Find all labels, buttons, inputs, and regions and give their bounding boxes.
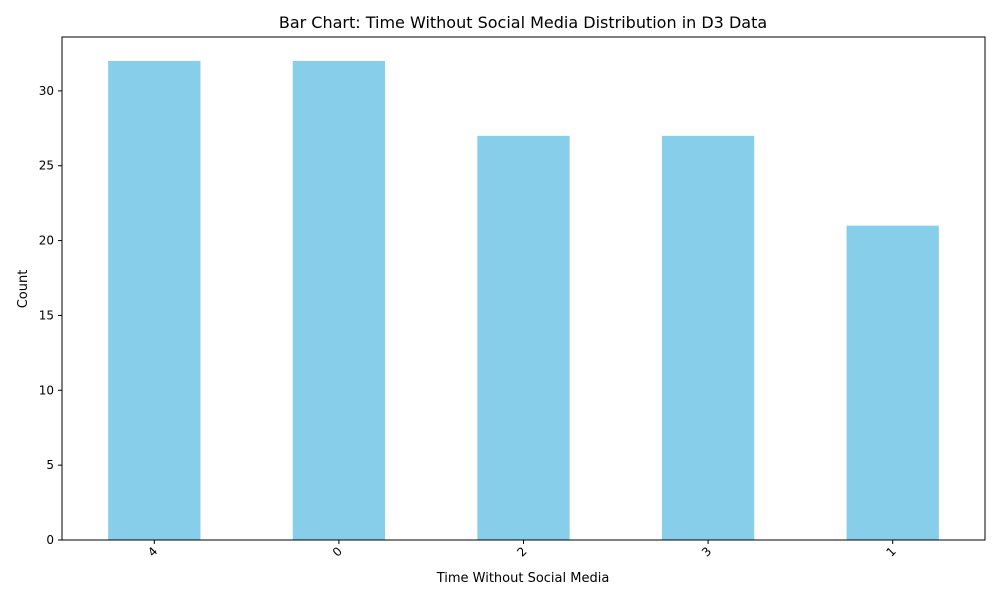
x-tick-label: 0 [330, 544, 345, 559]
x-tick-label: 3 [699, 544, 714, 559]
y-axis-label: Count [16, 270, 31, 309]
plot-frame [61, 36, 986, 541]
y-tick-label: 15 [39, 308, 54, 322]
x-tick-label: 4 [145, 544, 160, 559]
bar-0 [292, 60, 386, 540]
bar-2 [477, 135, 570, 540]
x-axis-label: Time Without Social Media [436, 571, 610, 586]
y-tick-label: 0 [46, 533, 54, 547]
bar-3 [661, 135, 755, 540]
y-tick-label: 10 [39, 383, 54, 397]
bars-group [108, 60, 939, 540]
bar-4 [108, 60, 201, 540]
bar-1 [846, 225, 939, 540]
x-tick-label: 2 [514, 544, 529, 559]
y-tick-label: 30 [39, 84, 54, 98]
chart-title: Bar Chart: Time Without Social Media Dis… [279, 13, 767, 32]
x-tick-label: 1 [884, 544, 899, 559]
y-tick-label: 20 [39, 234, 54, 248]
y-tick-label: 25 [39, 159, 54, 173]
x-axis-ticks: 4 0 2 3 1 [145, 540, 899, 560]
y-axis-ticks: 0 5 10 15 20 25 30 [39, 84, 62, 547]
y-tick-label: 5 [46, 458, 54, 472]
